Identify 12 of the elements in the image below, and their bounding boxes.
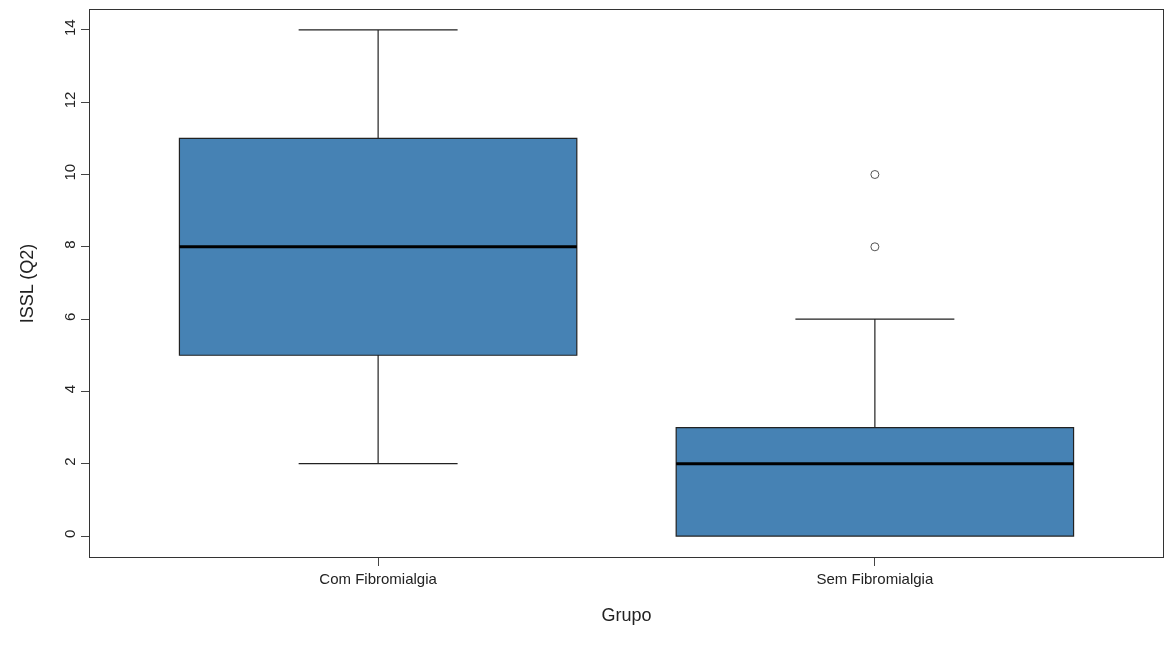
y-axis-title: ISSL (Q2) [17, 243, 38, 324]
y-tick-label: 10 [61, 163, 78, 181]
x-tick-label: Com Fibromialgia [319, 570, 438, 587]
y-tick-label: 4 [61, 385, 78, 394]
y-tick-label: 14 [61, 19, 78, 36]
y-tick-label: 6 [61, 312, 78, 322]
y-tick-label: 0 [61, 529, 78, 538]
y-tick-label: 12 [61, 91, 78, 109]
x-axis-title: Grupo [601, 605, 652, 626]
y-tick-label: 2 [61, 457, 78, 466]
x-tick-label: Sem Fibromialgia [816, 570, 934, 587]
y-tick-label: 8 [61, 240, 78, 249]
